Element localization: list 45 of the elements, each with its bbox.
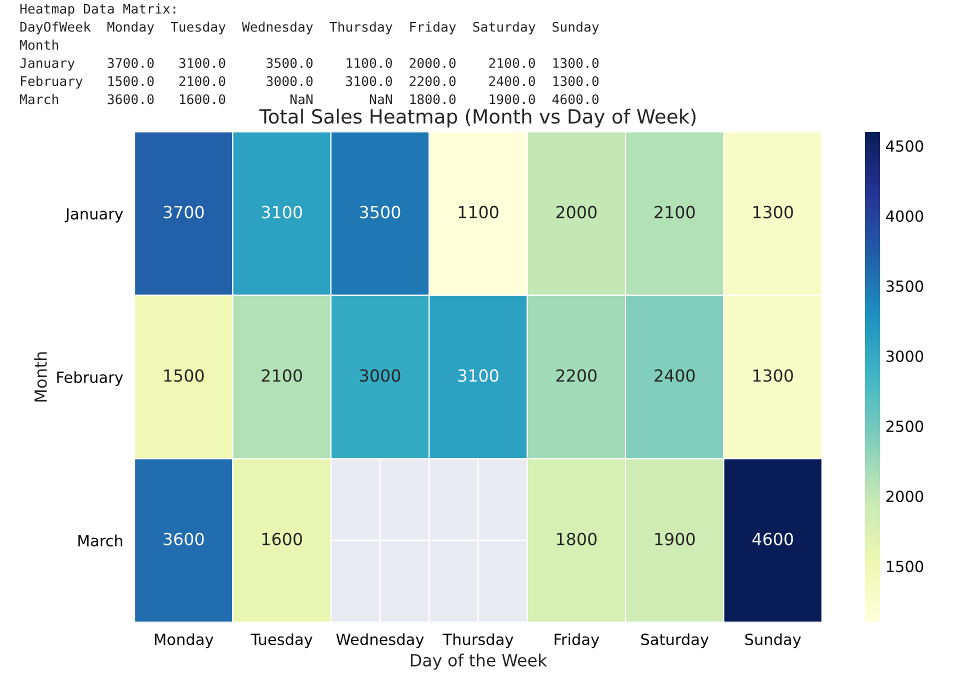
color-bar-label: 3000 — [886, 350, 924, 362]
x-tick-label: Tuesday — [250, 633, 312, 648]
x-tick-label: Thursday — [442, 633, 514, 648]
text: Month — [20, 40, 58, 50]
data-label: 1900 — [655, 532, 695, 546]
text: Heatmap Data Matrix: — [20, 3, 176, 16]
data-label: 3600 — [164, 532, 204, 546]
x-tick-label: Saturday — [641, 633, 709, 648]
y-tick-label: February — [57, 371, 123, 386]
data-label: 1600 — [262, 532, 302, 546]
y-axis-title: Month — [34, 352, 47, 402]
color-bar-label: 1500 — [886, 560, 924, 572]
data-label: 3100 — [458, 369, 498, 382]
data-label: 3000 — [360, 369, 400, 382]
y-tick-label: March — [78, 534, 122, 546]
x-tick-label: Friday — [554, 633, 600, 648]
data-label: 1300 — [753, 369, 793, 382]
color-bar-label: 4000 — [886, 210, 924, 222]
x-tick-label: Sunday — [745, 633, 801, 648]
data-label: 1300 — [753, 206, 793, 218]
data-label: 2200 — [556, 369, 597, 382]
data-label: 1800 — [557, 532, 597, 546]
x-tick-label: Wednesday — [336, 633, 424, 648]
color-bar-label: 3500 — [886, 280, 924, 292]
data-label: 3700 — [164, 206, 204, 218]
data-label: 2000 — [556, 206, 597, 218]
text: March 3600.0 1600.0 NaN NaN 1800.0 1900.0 4600.0 — [20, 94, 599, 104]
data-label: 3500 — [360, 206, 400, 218]
color-bar-label: 2500 — [886, 420, 924, 432]
data-label: 1100 — [458, 206, 498, 218]
color-bar-label: 4500 — [886, 140, 924, 152]
data-label: 2100 — [262, 369, 302, 382]
x-tick-label: Monday — [154, 633, 214, 648]
data-label: 1500 — [164, 369, 204, 382]
y-tick-label: January — [64, 208, 123, 223]
text: DayOfWeek Monday Tuesday Wednesday Thursday Friday Saturday Sunday — [20, 22, 599, 34]
data-label: 2400 — [654, 369, 695, 382]
data-label: 3100 — [262, 206, 302, 218]
x-axis-title: Day of the Week — [410, 654, 548, 670]
data-label: 2100 — [654, 206, 695, 218]
chart-title: Total Sales Heatmap (Month vs Day of Week) — [259, 108, 696, 128]
text: January 3700.0 3100.0 3500.0 1100.0 2000.0 2100.0 1300.0 — [20, 58, 599, 71]
text: February 1500.0 2100.0 3000.0 3100.0 2200.0 2400.0 1300.0 — [21, 76, 599, 89]
data-label: 4600 — [752, 532, 793, 546]
color-bar-label: 2000 — [886, 490, 924, 502]
